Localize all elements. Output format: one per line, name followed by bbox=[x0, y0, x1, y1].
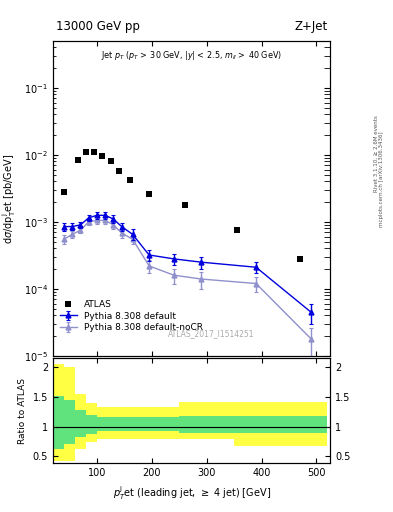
X-axis label: $p_T^{\rm j}$et (leading jet, $\geq$ 4 jet) [GeV]: $p_T^{\rm j}$et (leading jet, $\geq$ 4 j… bbox=[112, 484, 271, 502]
ATLAS bbox=[92, 149, 97, 155]
ATLAS bbox=[147, 191, 151, 197]
Line: ATLAS: ATLAS bbox=[61, 149, 303, 262]
ATLAS bbox=[117, 167, 121, 174]
ATLAS bbox=[182, 202, 187, 208]
ATLAS bbox=[100, 153, 105, 159]
Text: Rivet 3.1.10, ≥ 2.6M events: Rivet 3.1.10, ≥ 2.6M events bbox=[374, 115, 379, 192]
ATLAS bbox=[298, 256, 302, 262]
Text: mcplots.cern.ch [arXiv:1306.3436]: mcplots.cern.ch [arXiv:1306.3436] bbox=[380, 132, 384, 227]
Y-axis label: d$\sigma$/dp$_{\rm T}^{\rm j}$et [pb/GeV]: d$\sigma$/dp$_{\rm T}^{\rm j}$et [pb/GeV… bbox=[1, 153, 18, 244]
ATLAS bbox=[84, 149, 88, 155]
ATLAS bbox=[127, 177, 132, 183]
ATLAS bbox=[235, 227, 239, 233]
Text: ATLAS_2017_I1514251: ATLAS_2017_I1514251 bbox=[168, 330, 254, 338]
Text: Jet $p_T$ ($p_T >$ 30 GeV, $|y| <$ 2.5, $m_{ll} >$ 40 GeV): Jet $p_T$ ($p_T >$ 30 GeV, $|y| <$ 2.5, … bbox=[101, 49, 282, 62]
Text: Z+Jet: Z+Jet bbox=[294, 20, 327, 33]
Text: 13000 GeV pp: 13000 GeV pp bbox=[56, 20, 140, 33]
Legend: ATLAS, Pythia 8.308 default, Pythia 8.308 default-noCR: ATLAS, Pythia 8.308 default, Pythia 8.30… bbox=[61, 300, 203, 332]
ATLAS bbox=[75, 157, 80, 163]
ATLAS bbox=[62, 189, 66, 195]
Y-axis label: Ratio to ATLAS: Ratio to ATLAS bbox=[18, 378, 27, 444]
ATLAS bbox=[108, 158, 113, 164]
